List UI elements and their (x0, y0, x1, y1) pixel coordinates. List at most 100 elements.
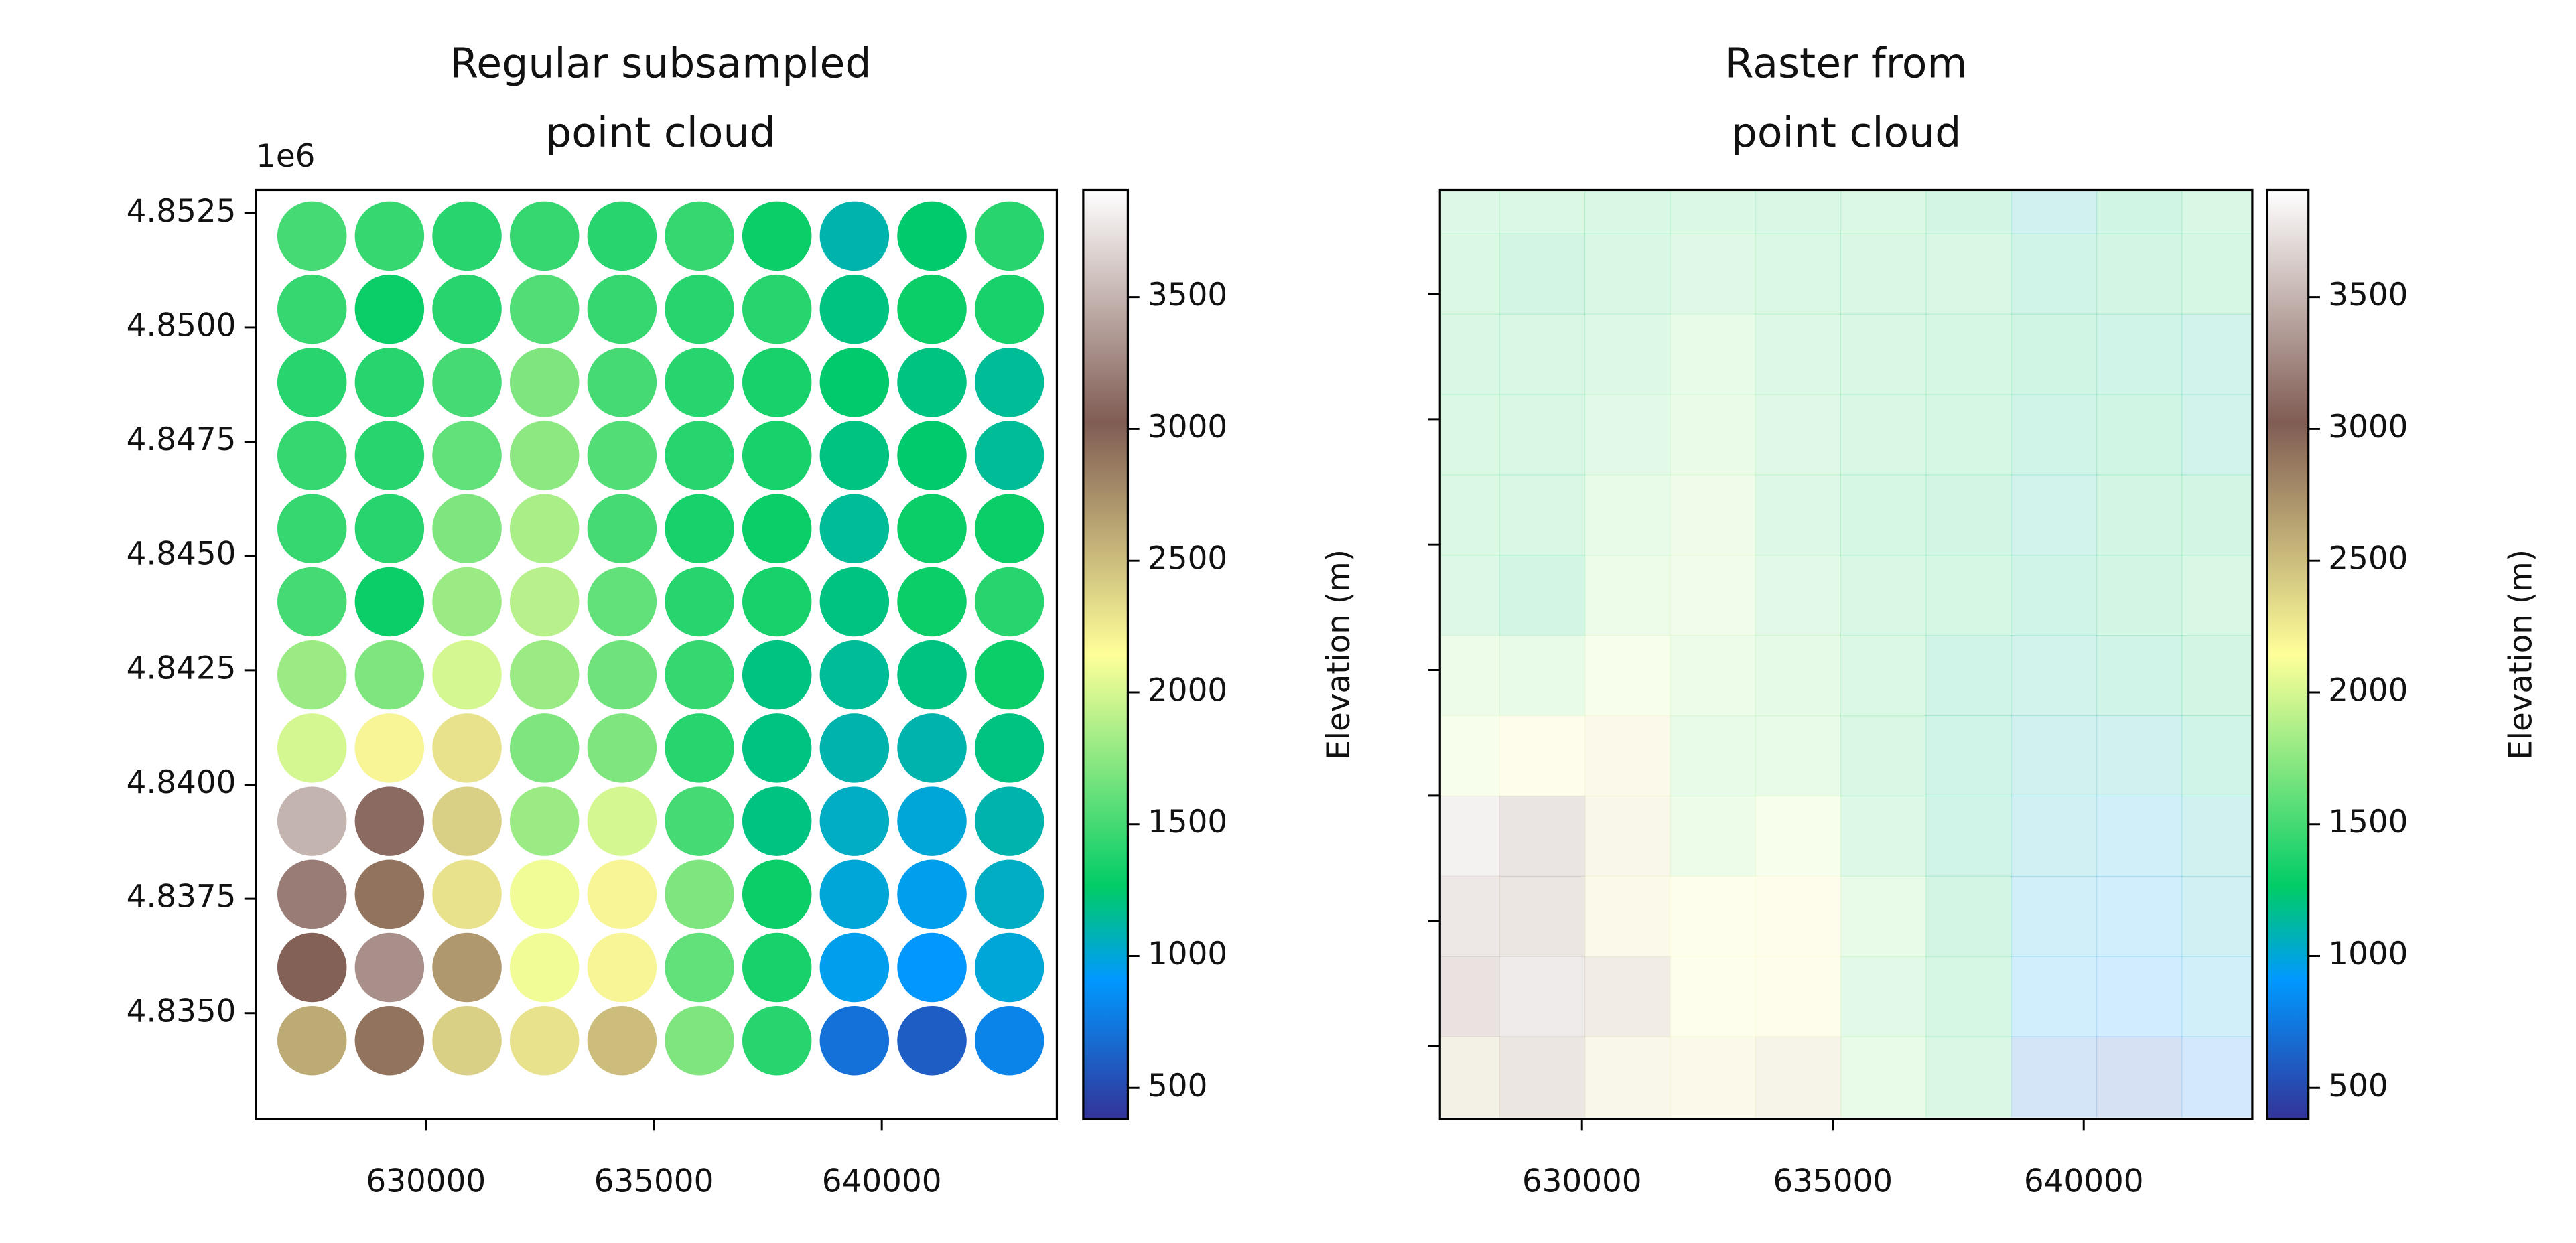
colorbar-tick-label: 2000 (2328, 672, 2408, 709)
point (742, 274, 812, 344)
point (277, 932, 347, 1003)
raster-cell (2096, 313, 2183, 395)
plot-area (277, 201, 1044, 1076)
raster-cell (2096, 394, 2183, 476)
axes-frame (255, 188, 1059, 1120)
raster-cell (1840, 715, 1927, 797)
raster-cell (1499, 394, 1586, 476)
raster-cell (1925, 956, 2012, 1037)
point (897, 348, 967, 417)
raster-cell (2096, 956, 2183, 1037)
raster-cell (2181, 474, 2252, 556)
point (665, 932, 734, 1003)
raster-cell (2011, 190, 2098, 234)
colorbar-tick-label: 3000 (1148, 409, 1227, 445)
point (742, 786, 812, 856)
point (742, 640, 812, 710)
point (897, 274, 967, 344)
point (354, 494, 425, 564)
point (354, 786, 425, 856)
colorbar-tick-label: 2000 (1148, 672, 1227, 709)
point (432, 786, 502, 856)
y-tick-label: 4.8450 (127, 536, 236, 573)
raster-cell (2096, 555, 2183, 636)
plot-area (1440, 190, 2252, 1118)
raster-cell (1925, 190, 2012, 234)
point (354, 567, 425, 637)
colorbar-tick-label: 2500 (1148, 541, 1227, 577)
point (665, 1005, 734, 1076)
raster-cell (1925, 394, 2012, 476)
colorbar-tick-label: 1500 (1148, 804, 1227, 840)
point (277, 421, 347, 490)
raster-cell (2181, 715, 2252, 797)
y-tick-label: 4.8525 (127, 194, 236, 230)
raster-cell (1499, 715, 1586, 797)
raster-cell (1755, 394, 1842, 476)
raster-cell (1584, 635, 1671, 717)
point (819, 494, 890, 564)
x-tick-label: 635000 (594, 1164, 714, 1200)
point (354, 932, 425, 1003)
point (742, 932, 812, 1003)
point (432, 274, 502, 344)
raster-cell (1925, 635, 2012, 717)
chart-title: point cloud (545, 108, 776, 157)
colorbar-tick-label: 500 (2328, 1068, 2388, 1104)
point (742, 567, 812, 637)
raster-cell (2096, 233, 2183, 315)
point (974, 348, 1044, 417)
raster-cell (1584, 313, 1671, 395)
raster-cell (1840, 1036, 1927, 1118)
point (742, 713, 812, 783)
raster-cell (1670, 956, 1756, 1037)
point (432, 494, 502, 564)
point (509, 201, 580, 271)
point (277, 494, 347, 564)
raster-cell (2011, 635, 2098, 717)
point (897, 786, 967, 856)
point (509, 567, 580, 637)
raster-cell (1925, 715, 2012, 797)
point (897, 421, 967, 490)
point (587, 274, 657, 344)
raster-cell (1670, 795, 1756, 877)
raster-cell (1670, 875, 1756, 957)
point (587, 567, 657, 637)
point (819, 348, 890, 417)
point (587, 421, 657, 490)
raster-cell (2096, 715, 2183, 797)
raster-cell (1925, 474, 2012, 556)
raster-cell (1840, 233, 1927, 315)
point (665, 274, 734, 344)
axes-frame (1438, 188, 2254, 1120)
raster-cell (1584, 190, 1671, 234)
raster-cell (1670, 313, 1756, 395)
point (277, 640, 347, 710)
point (587, 494, 657, 564)
raster-cell (2181, 555, 2252, 636)
point (509, 713, 580, 783)
point (897, 859, 967, 930)
raster-cell (2181, 795, 2252, 877)
point (819, 201, 890, 271)
point (665, 201, 734, 271)
raster-cell (2181, 1036, 2252, 1118)
point (742, 348, 812, 417)
raster-cell (1440, 190, 1500, 234)
raster-cell (2096, 1036, 2183, 1118)
raster-cell (1440, 715, 1500, 797)
raster-cell (1440, 474, 1500, 556)
raster-cell (1755, 635, 1842, 717)
colorbar (2266, 188, 2310, 1120)
raster-cell (2011, 313, 2098, 395)
x-tick-label: 640000 (2024, 1164, 2144, 1200)
point (354, 640, 425, 710)
point (587, 932, 657, 1003)
raster-cell (1755, 875, 1842, 957)
raster-cell (1584, 715, 1671, 797)
raster-cell (1499, 875, 1586, 957)
y-tick-label: 4.8425 (127, 650, 236, 686)
raster-cell (1925, 555, 2012, 636)
